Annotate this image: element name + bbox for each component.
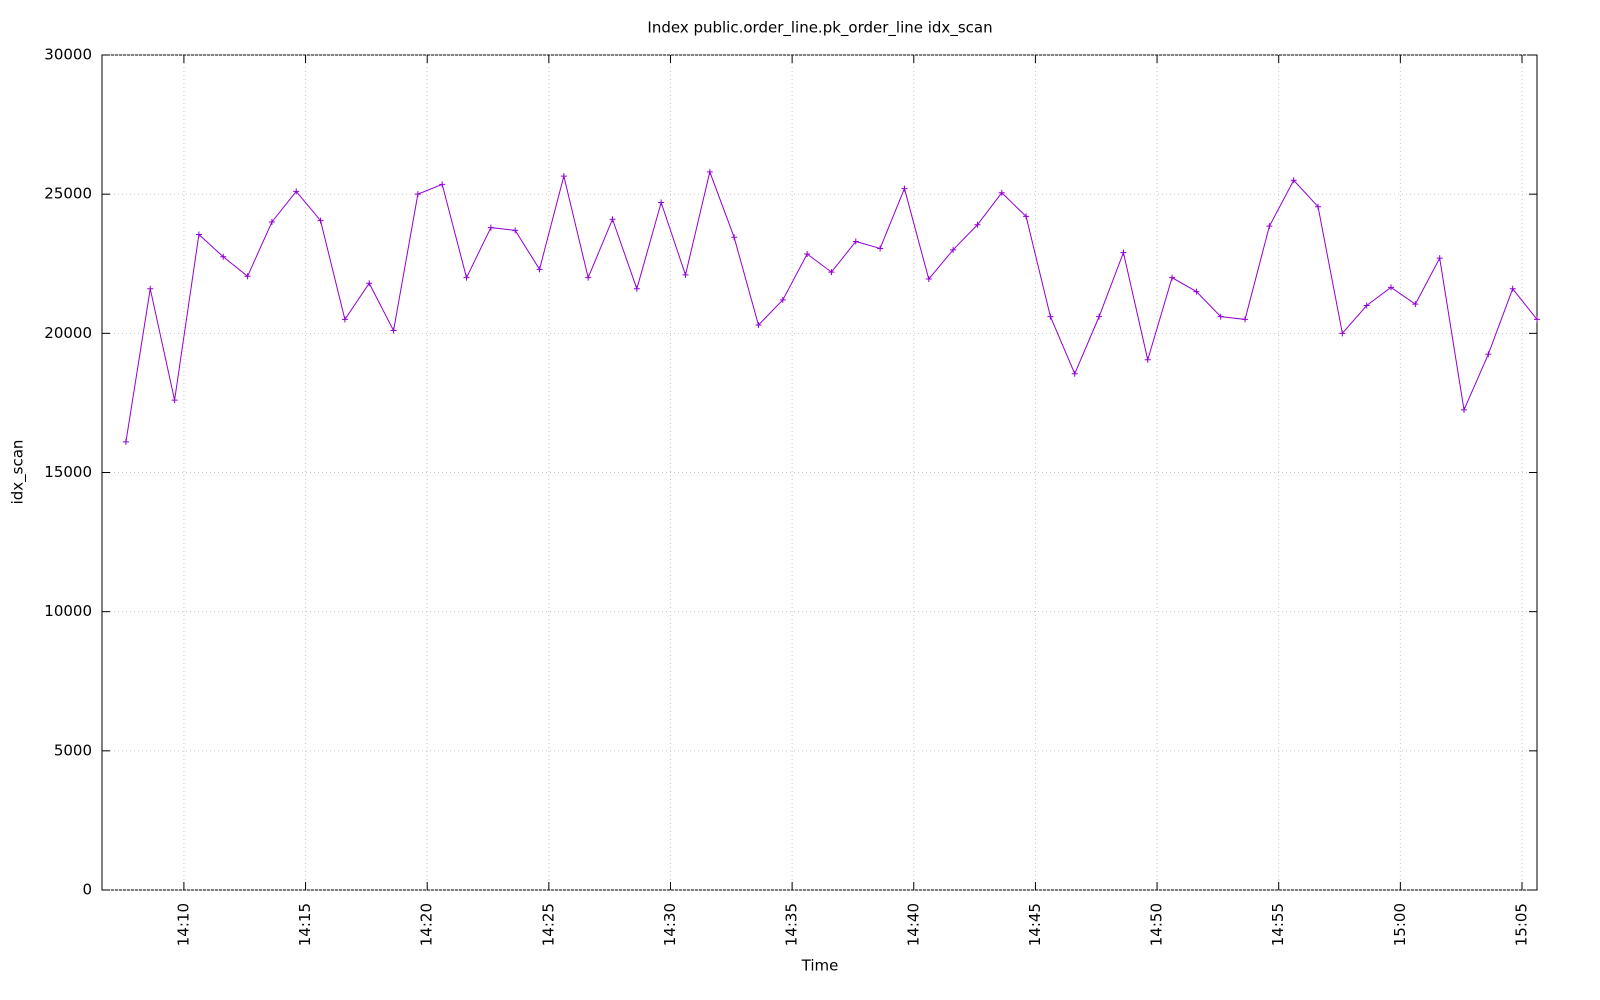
data-point	[901, 185, 908, 192]
data-point	[1461, 406, 1468, 413]
data-point	[925, 276, 932, 283]
data-point	[1339, 330, 1346, 337]
y-tick-label: 20000	[44, 324, 92, 342]
data-point	[1436, 255, 1443, 262]
data-point	[1509, 285, 1516, 292]
data-point	[122, 438, 129, 445]
x-axis-label: Time	[801, 957, 839, 975]
data-point	[512, 227, 519, 234]
data-point	[1363, 302, 1370, 309]
data-point	[731, 234, 738, 241]
data-point	[560, 173, 567, 180]
data-point	[439, 181, 446, 188]
data-point	[1242, 316, 1249, 323]
x-tick-label: 14:25	[539, 903, 557, 946]
data-point	[828, 269, 835, 276]
y-axis-label: idx_scan	[9, 440, 28, 505]
data-point	[1266, 223, 1273, 230]
x-tick-label: 14:30	[661, 903, 679, 946]
data-point	[268, 219, 275, 225]
chart-title: Index public.order_line.pk_order_line id…	[647, 19, 992, 38]
data-point	[1388, 284, 1395, 291]
data-point	[974, 221, 981, 228]
x-tick-label: 14:40	[904, 903, 922, 946]
data-point	[244, 273, 251, 280]
data-point	[1120, 249, 1127, 256]
x-tick-label: 14:15	[296, 903, 314, 946]
data-point	[463, 274, 470, 281]
data-point	[390, 327, 397, 334]
plot-frame	[101, 54, 1538, 891]
y-tick-label: 25000	[44, 185, 92, 203]
data-point	[1412, 301, 1419, 308]
x-tick-label: 14:55	[1269, 903, 1287, 946]
data-point	[682, 271, 689, 278]
data-point	[950, 246, 957, 253]
data-point	[1315, 203, 1322, 210]
x-tick-label: 15:05	[1512, 903, 1530, 946]
y-tick-label: 0	[82, 881, 92, 899]
data-point	[779, 296, 786, 303]
x-tick-label: 15:00	[1391, 903, 1409, 946]
y-tick-label: 30000	[44, 46, 92, 64]
data-point	[1047, 313, 1054, 320]
x-tick-label: 14:45	[1026, 903, 1044, 946]
data-point	[658, 199, 665, 206]
data-point	[220, 253, 227, 260]
data-point	[755, 321, 762, 328]
x-tick-label: 14:10	[174, 903, 192, 946]
data-point	[633, 285, 640, 292]
data-point	[1071, 370, 1078, 377]
data-point	[147, 285, 154, 292]
data-point	[536, 266, 543, 273]
x-tick-label: 14:20	[418, 903, 436, 946]
x-tick-label: 14:35	[783, 903, 801, 946]
data-point	[1485, 351, 1492, 358]
data-point	[1290, 177, 1297, 184]
data-point	[195, 231, 202, 238]
data-point	[804, 251, 811, 258]
data-point	[1169, 274, 1176, 281]
data-point	[1144, 356, 1151, 363]
data-point	[317, 217, 324, 224]
data-point	[877, 245, 884, 252]
data-point	[341, 316, 348, 323]
data-point	[585, 274, 592, 281]
data-point	[414, 191, 421, 198]
data-point	[366, 280, 373, 287]
data-point	[293, 188, 300, 195]
data-point	[852, 238, 859, 245]
data-point	[998, 189, 1005, 196]
data-point	[609, 216, 616, 223]
x-tick-label: 14:50	[1148, 903, 1166, 946]
y-tick-label: 15000	[44, 463, 92, 481]
data-point	[706, 168, 713, 175]
data-point	[1193, 288, 1200, 295]
data-point	[487, 224, 494, 231]
y-tick-label: 5000	[54, 741, 92, 759]
data-point	[1023, 213, 1030, 220]
data-point	[1534, 316, 1540, 323]
data-line	[125, 170, 1538, 442]
data-point	[1096, 313, 1103, 320]
data-point	[171, 397, 178, 404]
data-point	[1217, 313, 1224, 320]
y-tick-label: 10000	[44, 602, 92, 620]
